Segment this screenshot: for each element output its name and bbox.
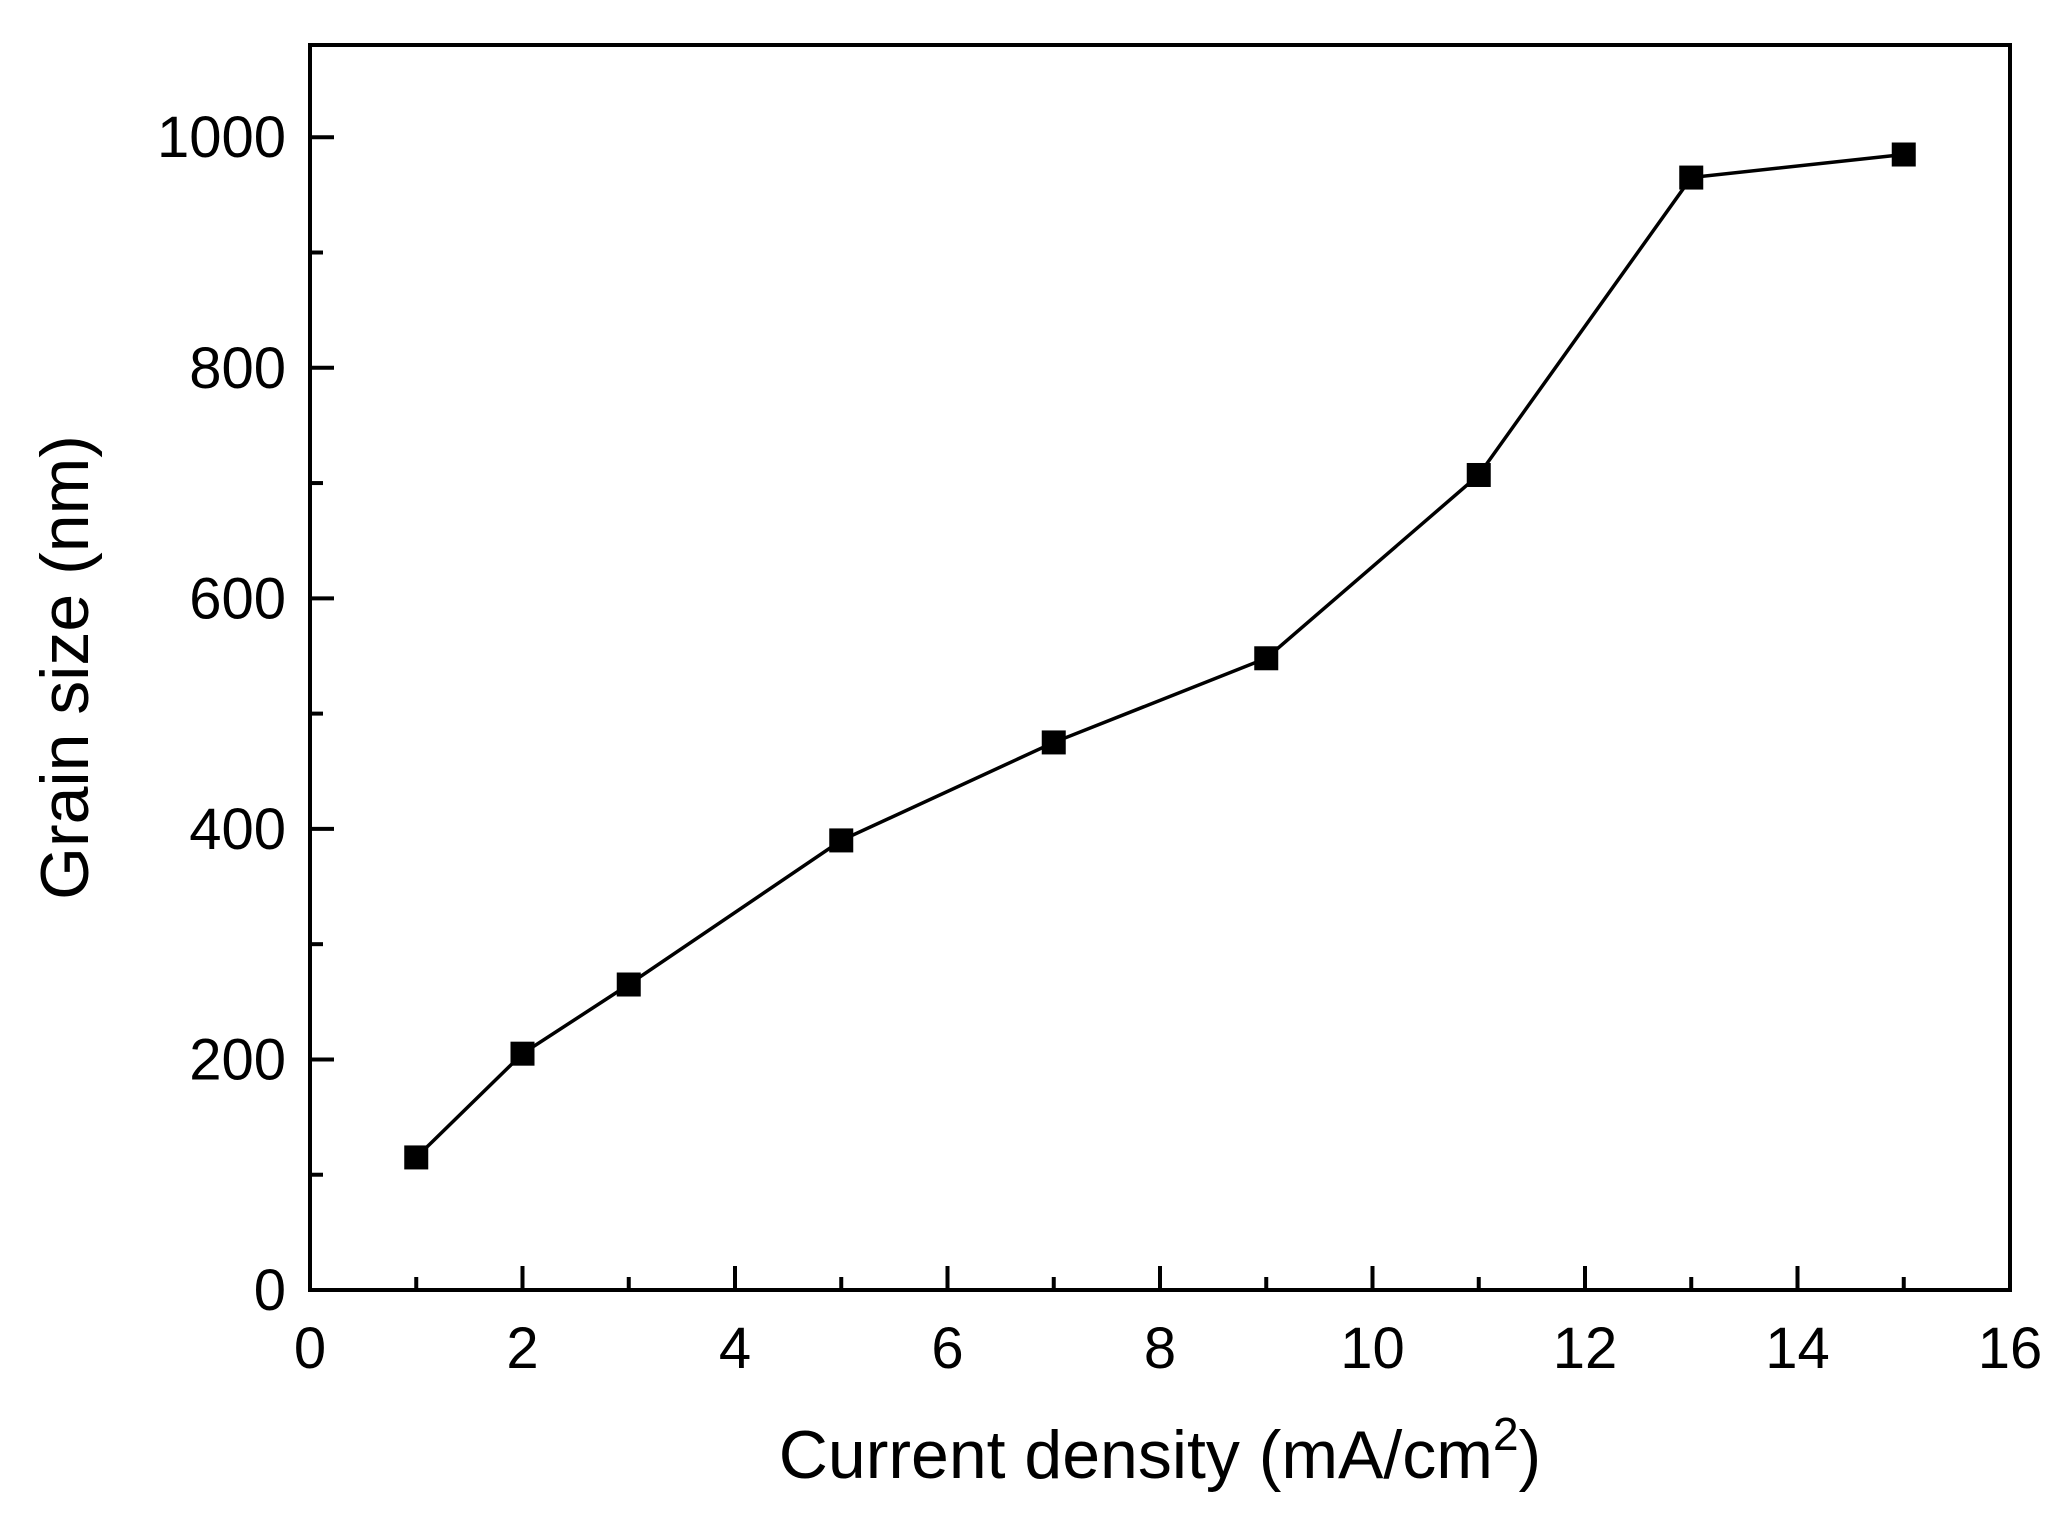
y-tick-label: 200 bbox=[189, 1027, 286, 1092]
data-point-marker bbox=[404, 1145, 429, 1170]
data-point-marker bbox=[1679, 165, 1704, 190]
data-point-marker bbox=[1466, 462, 1491, 487]
x-tick-label: 8 bbox=[1144, 1316, 1176, 1381]
data-point-marker bbox=[1254, 646, 1279, 671]
y-axis-title: Grain size (nm) bbox=[27, 435, 103, 900]
data-point-marker bbox=[1891, 142, 1916, 167]
x-axis-title: Current density (mA/cm2) bbox=[779, 1408, 1541, 1493]
x-tick-label: 16 bbox=[1978, 1316, 2043, 1381]
data-point-marker bbox=[616, 972, 641, 997]
x-tick-label: 2 bbox=[506, 1316, 538, 1381]
y-tick-label: 600 bbox=[189, 566, 286, 631]
x-tick-label: 12 bbox=[1553, 1316, 1618, 1381]
y-tick-label: 400 bbox=[189, 797, 286, 862]
y-tick-label: 0 bbox=[254, 1258, 286, 1323]
x-tick-label: 0 bbox=[294, 1316, 326, 1381]
x-tick-label: 6 bbox=[931, 1316, 963, 1381]
data-point-marker bbox=[829, 828, 854, 853]
y-tick-label: 1000 bbox=[157, 105, 286, 170]
data-point-marker bbox=[1041, 730, 1066, 755]
data-point-marker bbox=[510, 1041, 535, 1066]
x-tick-label: 14 bbox=[1765, 1316, 1830, 1381]
x-tick-label: 4 bbox=[719, 1316, 751, 1381]
axis-frame bbox=[308, 43, 2012, 1292]
y-tick-label: 800 bbox=[189, 336, 286, 401]
x-tick-label: 10 bbox=[1340, 1316, 1405, 1381]
